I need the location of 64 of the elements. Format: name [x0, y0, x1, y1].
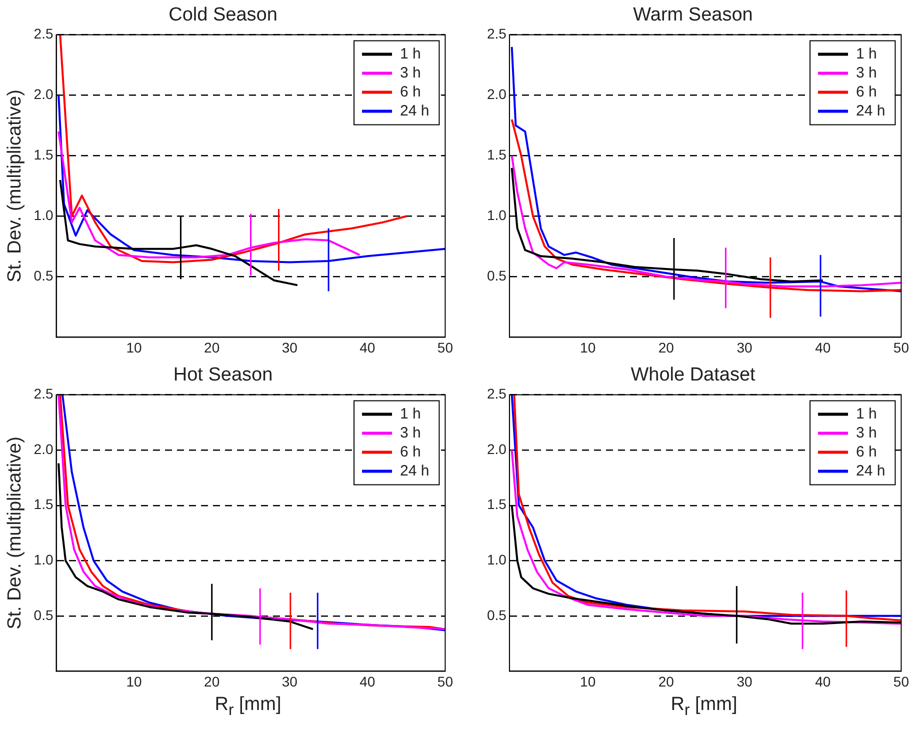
y-tick-label: 2.5: [34, 26, 54, 42]
chart-title: Whole Dataset: [630, 364, 756, 386]
y-tick-label: 2.5: [486, 26, 507, 42]
legend-label: 6 h: [856, 443, 877, 460]
legend-label: 1 h: [856, 405, 877, 422]
legend-label: 24 h: [856, 462, 886, 480]
legend-label: 3 h: [400, 64, 421, 82]
y-tick-label: 1.0: [34, 552, 54, 568]
x-tick-label: 40: [815, 339, 831, 356]
x-tick-label: 30: [736, 339, 753, 356]
x-tick-label: 40: [360, 673, 376, 690]
y-tick-label: 2.0: [34, 440, 54, 457]
y-tick-label: 1.5: [34, 496, 54, 512]
x-tick-label: 50: [893, 339, 910, 356]
x-tick-label: 10: [580, 673, 596, 690]
x-tick-label: 10: [126, 673, 142, 690]
y-tick-label: 0.5: [34, 268, 54, 284]
x-tick-label: 40: [360, 339, 376, 356]
y-tick-label: 1.5: [34, 146, 54, 163]
chart-title: Hot Season: [173, 364, 273, 386]
y-axis-title: St. Dev. (multiplicative): [4, 436, 26, 630]
y-tick-label: 2.0: [486, 440, 507, 457]
x-tick-label: 20: [658, 673, 674, 690]
y-tick-label: 0.5: [486, 606, 507, 623]
x-tick-label: 10: [580, 339, 596, 356]
y-tick-label: 1.0: [34, 207, 54, 224]
y-tick-label: 2.0: [34, 86, 54, 102]
legend-label: 1 h: [856, 45, 877, 62]
x-tick-label: 20: [204, 673, 220, 690]
y-tick-label: 1.5: [486, 146, 507, 163]
legend-label: 3 h: [856, 64, 877, 82]
legend-label: 24 h: [400, 462, 430, 480]
chart-title: Cold Season: [168, 4, 278, 26]
x-tick-label: 20: [658, 339, 674, 356]
y-tick-label: 0.5: [486, 268, 507, 284]
x-tick-label: 50: [437, 673, 454, 690]
legend-label: 3 h: [400, 424, 421, 442]
x-tick-label: 30: [736, 673, 753, 690]
legend-label: 6 h: [856, 83, 877, 100]
chart-title: Warm Season: [633, 4, 753, 26]
x-tick-label: 50: [893, 673, 910, 690]
legend-label: 24 h: [856, 102, 886, 120]
x-tick-label: 50: [437, 339, 454, 356]
legend-label: 1 h: [400, 45, 421, 62]
x-tick-label: 30: [282, 673, 298, 690]
x-axis-title: R$_{r}$ [mm]: [214, 694, 282, 720]
x-tick-label: 10: [126, 339, 142, 356]
x-tick-label: 30: [282, 339, 298, 356]
legend-label: 3 h: [856, 424, 877, 442]
legend-label: 6 h: [400, 83, 421, 100]
legend-label: 24 h: [400, 102, 430, 120]
y-tick-label: 1.0: [486, 207, 507, 224]
legend-label: 6 h: [400, 443, 421, 460]
y-tick-label: 2.5: [34, 386, 54, 402]
y-tick-label: 1.0: [486, 552, 507, 568]
y-tick-label: 1.5: [486, 496, 507, 512]
y-tick-label: 2.5: [486, 386, 507, 402]
legend-label: 1 h: [400, 405, 421, 422]
y-axis-title: St. Dev. (multiplicative): [4, 90, 26, 282]
y-tick-label: 2.0: [486, 86, 507, 102]
x-axis-title: R$_{r}$ [mm]: [670, 694, 738, 720]
y-tick-label: 0.5: [34, 606, 54, 623]
x-tick-label: 40: [815, 673, 831, 690]
x-tick-label: 20: [204, 339, 220, 356]
